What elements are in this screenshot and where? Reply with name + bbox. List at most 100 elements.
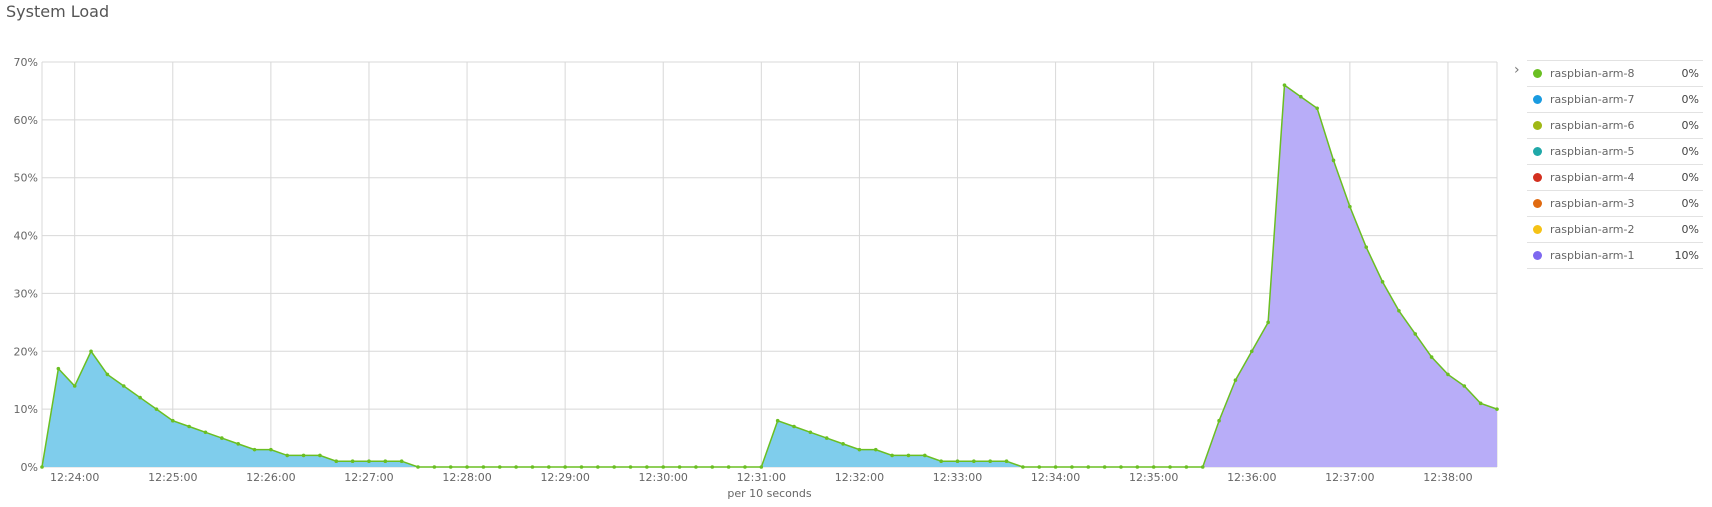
x-tick-label: 12:29:00 — [540, 471, 589, 484]
legend-item-name: raspbian-arm-6 — [1550, 119, 1635, 132]
data-point — [1429, 355, 1434, 359]
data-point — [301, 453, 306, 458]
legend-dot-icon — [1533, 69, 1542, 78]
legend-item-value: 0% — [1681, 197, 1699, 210]
legend-item[interactable]: raspbian-arm-5 0% — [1527, 138, 1703, 164]
data-point — [203, 430, 208, 435]
legend-dot-icon — [1533, 225, 1542, 234]
legend-item[interactable]: raspbian-arm-8 0% — [1527, 60, 1703, 86]
data-point — [1086, 465, 1091, 469]
x-tick-label: 12:32:00 — [835, 471, 884, 484]
data-point — [1380, 280, 1385, 284]
data-point — [497, 465, 502, 469]
data-point — [1364, 245, 1369, 249]
data-point — [1282, 83, 1287, 87]
legend-item[interactable]: raspbian-arm-1 10% — [1527, 242, 1703, 269]
legend-item[interactable]: raspbian-arm-7 0% — [1527, 86, 1703, 112]
data-point — [563, 465, 567, 469]
legend-item[interactable]: raspbian-arm-6 0% — [1527, 112, 1703, 138]
legend-dot-icon — [1533, 199, 1542, 208]
x-tick-label: 12:35:00 — [1129, 471, 1178, 484]
legend-item-value: 10% — [1674, 249, 1699, 262]
data-point — [416, 465, 420, 469]
data-point — [285, 453, 290, 458]
data-point — [1413, 332, 1418, 336]
y-tick-label: 10% — [14, 403, 38, 416]
legend-dot-icon — [1533, 147, 1542, 156]
data-point — [1331, 158, 1336, 163]
legend-item-name: raspbian-arm-3 — [1550, 197, 1635, 210]
page-title: System Load — [6, 2, 110, 21]
x-tick-label: 12:28:00 — [442, 471, 491, 484]
data-point — [1266, 320, 1270, 325]
y-tick-label: 70% — [14, 56, 38, 69]
legend-item-value: 0% — [1681, 119, 1699, 132]
legend: raspbian-arm-8 0% raspbian-arm-7 0% raspbian… — [1527, 60, 1703, 269]
legend-item-name: raspbian-arm-8 — [1550, 67, 1635, 80]
data-point — [1348, 204, 1352, 209]
data-point — [726, 465, 731, 469]
data-point — [187, 424, 191, 429]
data-point — [1004, 459, 1009, 464]
data-point — [1217, 418, 1221, 423]
legend-dot-icon — [1533, 251, 1542, 260]
data-point — [383, 459, 388, 464]
x-tick-label: 12:38:00 — [1423, 471, 1472, 484]
x-tick-label: 12:26:00 — [246, 471, 295, 484]
data-point — [710, 465, 715, 469]
data-point — [955, 459, 960, 464]
data-point — [824, 436, 829, 440]
x-tick-label: 12:24:00 — [50, 471, 99, 484]
data-point — [1119, 465, 1123, 469]
data-point — [236, 442, 240, 446]
x-tick-label: 12:37:00 — [1325, 471, 1374, 484]
data-point — [154, 407, 159, 411]
legend-item[interactable]: raspbian-arm-3 0% — [1527, 190, 1703, 216]
data-point — [546, 465, 551, 469]
legend-item-name: raspbian-arm-5 — [1550, 145, 1635, 158]
data-point — [759, 465, 764, 469]
data-point — [1478, 401, 1483, 406]
data-point — [1315, 106, 1319, 111]
data-point — [1102, 465, 1107, 469]
data-point — [1070, 465, 1074, 469]
series-line — [41, 83, 1498, 468]
x-tick-label: 12:30:00 — [639, 471, 688, 484]
data-point — [1495, 407, 1499, 411]
data-point — [72, 384, 77, 388]
legend-toggle-icon[interactable]: › — [1514, 62, 1520, 78]
data-point — [89, 349, 93, 354]
data-point — [1151, 465, 1156, 469]
data-point — [873, 447, 878, 452]
data-point — [628, 465, 633, 469]
data-point — [269, 447, 273, 452]
data-point — [121, 384, 126, 388]
legend-item-name: raspbian-arm-7 — [1550, 93, 1635, 106]
data-point — [988, 459, 993, 464]
legend-item-value: 0% — [1681, 171, 1699, 184]
data-point — [1446, 372, 1450, 377]
y-tick-label: 50% — [14, 172, 38, 185]
data-point — [596, 465, 600, 469]
data-point — [220, 436, 224, 440]
data-point — [465, 465, 469, 469]
data-point — [56, 366, 61, 371]
data-point — [645, 465, 649, 469]
legend-item-value: 0% — [1681, 93, 1699, 106]
data-point — [514, 465, 518, 469]
data-point — [579, 465, 584, 469]
data-point — [138, 395, 142, 400]
data-point — [1184, 465, 1189, 469]
data-point — [1135, 465, 1140, 469]
data-point — [1200, 465, 1205, 469]
data-point — [1462, 384, 1467, 388]
data-point — [399, 459, 404, 464]
data-point — [775, 418, 780, 423]
legend-item-name: raspbian-arm-4 — [1550, 171, 1635, 184]
data-point — [1037, 465, 1042, 469]
legend-item[interactable]: raspbian-arm-4 0% — [1527, 164, 1703, 190]
data-point — [923, 453, 927, 458]
data-point — [318, 453, 322, 458]
legend-item[interactable]: raspbian-arm-2 0% — [1527, 216, 1703, 242]
data-point — [939, 459, 943, 464]
